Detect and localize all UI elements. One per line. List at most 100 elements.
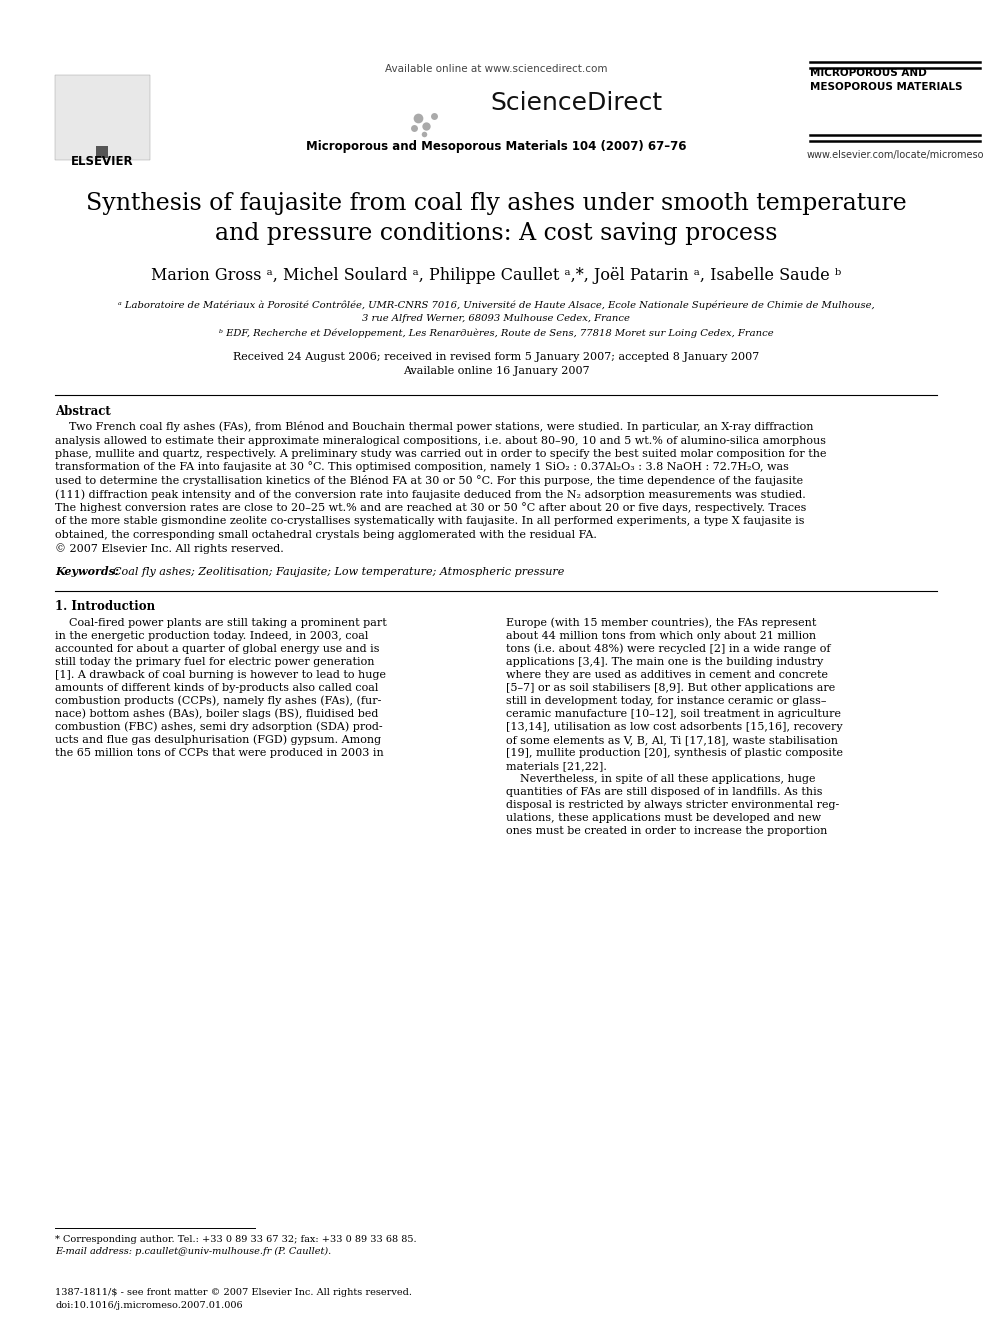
Point (106, 93, 122, 114)
Point (84, 99, 100, 120)
Text: tons (i.e. about 48%) were recycled [2] in a wide range of: tons (i.e. about 48%) were recycled [2] … (506, 643, 830, 654)
Point (124, 118, 140, 139)
Point (89, 108, 105, 130)
Point (96, 87, 112, 108)
Point (100, 102, 116, 123)
Point (115, 119, 131, 140)
Point (115, 95, 131, 116)
Point (102, 93, 118, 114)
Point (130, 108, 146, 130)
Point (102, 120, 118, 142)
Point (62, 102, 77, 123)
Text: ᵇ EDF, Recherche et Développement, Les Renarдиères, Route de Sens, 77818 Moret s: ᵇ EDF, Recherche et Développement, Les R… (218, 328, 774, 337)
Text: * Corresponding author. Tel.: +33 0 89 33 67 32; fax: +33 0 89 33 68 85.: * Corresponding author. Tel.: +33 0 89 3… (55, 1234, 417, 1244)
Bar (55, 75, 150, 160)
Point (93, 81, 109, 102)
Point (84, 128, 100, 149)
Point (77, 101, 93, 122)
Point (71, 93, 87, 114)
Point (118, 112, 134, 134)
Point (99, 135, 115, 156)
Point (108, 103, 124, 124)
Point (83, 99, 99, 120)
Point (87, 108, 103, 130)
Point (102, 89, 118, 110)
Point (115, 128, 131, 149)
Point (117, 119, 133, 140)
Point (104, 98, 120, 119)
Point (124, 103, 140, 124)
Text: about 44 million tons from which only about 21 million: about 44 million tons from which only ab… (506, 631, 816, 642)
Point (91, 135, 107, 156)
Point (90, 119, 106, 140)
Text: phase, mullite and quartz, respectively. A preliminary study was carried out in : phase, mullite and quartz, respectively.… (55, 448, 826, 459)
Point (96, 126, 112, 147)
Point (105, 106, 121, 127)
Text: in the energetic production today. Indeed, in 2003, coal: in the energetic production today. Indee… (55, 631, 368, 642)
Point (121, 89, 137, 110)
Point (74, 112, 90, 134)
Point (120, 105, 136, 126)
Point (114, 89, 130, 110)
Point (87, 90, 103, 111)
Text: 1387-1811/$ - see front matter © 2007 Elsevier Inc. All rights reserved.: 1387-1811/$ - see front matter © 2007 El… (55, 1289, 412, 1297)
Text: Marion Gross ᵃ, Michel Soulard ᵃ, Philippe Caullet ᵃ,*, Joël Patarin ᵃ, Isabelle: Marion Gross ᵃ, Michel Soulard ᵃ, Philip… (151, 267, 841, 284)
Point (91, 106, 107, 127)
Text: www.elsevier.com/locate/micromeso: www.elsevier.com/locate/micromeso (806, 149, 984, 160)
Point (70, 115, 86, 136)
Text: applications [3,4]. The main one is the building industry: applications [3,4]. The main one is the … (506, 658, 823, 667)
Point (108, 85, 124, 106)
Text: Nevertheless, in spite of all these applications, huge: Nevertheless, in spite of all these appl… (506, 774, 815, 785)
Point (90, 120, 106, 142)
Text: Synthesis of faujasite from coal fly ashes under smooth temperature: Synthesis of faujasite from coal fly ash… (85, 192, 907, 216)
Text: [1]. A drawback of coal burning is however to lead to huge: [1]. A drawback of coal burning is howev… (55, 669, 386, 680)
Point (85, 81, 101, 102)
Point (99, 101, 115, 122)
Point (102, 120, 118, 142)
Point (74, 85, 90, 106)
Text: still today the primary fuel for electric power generation: still today the primary fuel for electri… (55, 658, 375, 667)
Point (101, 111, 117, 132)
Point (118, 101, 134, 122)
Point (109, 105, 125, 126)
Text: still in development today, for instance ceramic or glass–: still in development today, for instance… (506, 696, 826, 706)
Text: [19], mullite production [20], synthesis of plastic composite: [19], mullite production [20], synthesis… (506, 747, 843, 758)
Point (96, 135, 112, 156)
Point (113, 111, 129, 132)
Point (123, 103, 139, 124)
Point (96, 134, 112, 155)
Point (89, 130, 105, 151)
Point (79, 98, 95, 119)
Point (66, 120, 82, 142)
Point (110, 103, 126, 124)
Point (89, 85, 105, 106)
Point (66, 105, 82, 126)
Point (119, 115, 135, 136)
Point (77, 130, 93, 151)
Point (62, 120, 78, 142)
Point (103, 111, 119, 132)
Point (118, 111, 134, 132)
Point (80, 132, 96, 153)
Point (118, 122, 134, 143)
Point (72, 112, 88, 134)
Point (75, 106, 91, 127)
Point (113, 91, 129, 112)
Point (109, 102, 125, 123)
Point (94, 106, 110, 127)
Point (76, 122, 92, 143)
Point (92, 79, 108, 101)
Text: disposal is restricted by always stricter environmental reg-: disposal is restricted by always stricte… (506, 800, 839, 810)
Point (99, 102, 115, 123)
Point (92, 99, 108, 120)
Bar (96, 146, 108, 157)
Text: Available online 16 January 2007: Available online 16 January 2007 (403, 366, 589, 376)
Point (91, 81, 107, 102)
Point (65, 98, 81, 119)
Point (118, 128, 134, 149)
Text: where they are used as additives in cement and concrete: where they are used as additives in ceme… (506, 669, 828, 680)
Text: ones must be created in order to increase the proportion: ones must be created in order to increas… (506, 826, 827, 836)
Point (119, 108, 135, 130)
Point (71, 89, 87, 110)
Point (93, 103, 109, 124)
